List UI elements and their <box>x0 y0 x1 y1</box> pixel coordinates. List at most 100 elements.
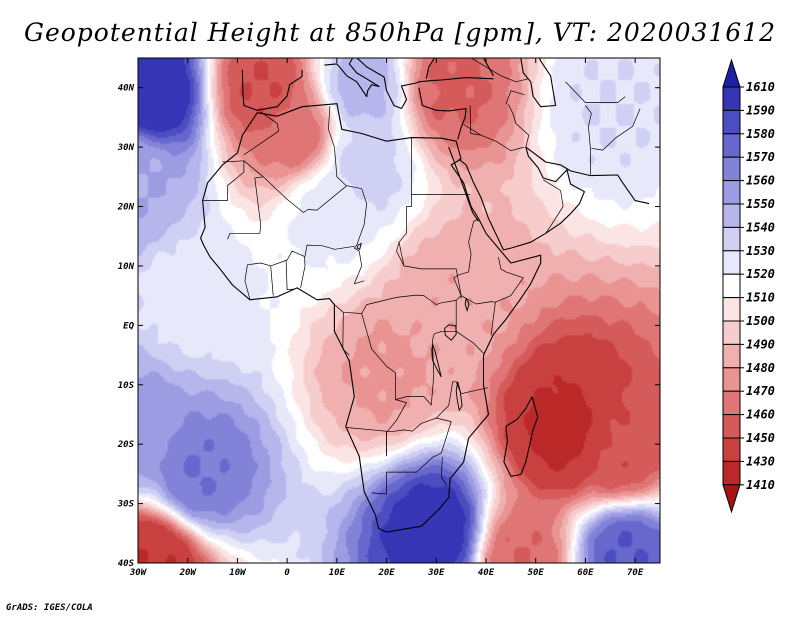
lakes-layer <box>356 242 470 412</box>
x-tick-label: 10E <box>329 568 346 578</box>
y-tick-label: 10S <box>118 381 135 391</box>
country-borders-layer <box>202 58 641 495</box>
colorbar-swatch <box>722 250 741 275</box>
coastline-iberia <box>241 69 303 111</box>
colorbar-label: 1590 <box>746 103 775 117</box>
colorbar-swatch <box>722 414 741 439</box>
coastline-black-sea <box>425 58 494 79</box>
country-border <box>508 104 530 148</box>
colorbar-swatch <box>722 460 741 486</box>
x-tick-label: 30W <box>129 568 148 578</box>
x-tick-label: 40E <box>478 568 495 578</box>
colorbar-bottom-triangle <box>722 484 741 514</box>
country-border <box>398 242 405 266</box>
colorbar-swatch <box>722 133 741 158</box>
y-tick-label: 20N <box>117 203 135 213</box>
country-border <box>396 194 462 299</box>
country-border <box>342 312 350 356</box>
coastline-caspian <box>520 58 557 108</box>
colorbar-swatch <box>722 226 741 252</box>
country-border <box>328 106 347 186</box>
lake-outline <box>464 297 470 313</box>
country-border <box>591 108 641 151</box>
x-tick-label: 10W <box>229 568 247 578</box>
coastline-balkans <box>356 58 494 110</box>
lake-outline <box>455 381 463 412</box>
colorbar-swatch <box>722 343 741 369</box>
colorbar: 1610 1590 1580 1570 1560 1550 1540 1530 1520 1510… <box>722 58 775 514</box>
x-tick-label: 30E <box>427 568 445 578</box>
colorbar-label: 1470 <box>746 384 775 398</box>
country-border <box>334 294 457 314</box>
latitude-axis: 40N 30N 20N 10N EQ 10S 20S 30S 40S <box>117 84 660 569</box>
coastline-africa <box>200 103 542 533</box>
y-tick-label: 40N <box>118 84 135 94</box>
colorbar-swatch <box>722 203 741 228</box>
colorbar-swatch <box>722 86 741 111</box>
lake-outline <box>431 343 442 378</box>
country-border <box>244 262 274 300</box>
colorbar-swatch <box>722 367 741 392</box>
country-border <box>353 188 368 285</box>
coastline-turkey-south <box>418 87 467 140</box>
country-border <box>202 160 245 201</box>
country-border <box>270 250 306 288</box>
colorbar-swatch <box>722 437 741 462</box>
y-tick-label: 30N <box>117 143 135 153</box>
coastline-madagascar <box>503 396 539 477</box>
plot-frame <box>137 57 661 564</box>
x-tick-label: 60E <box>577 568 594 578</box>
colorbar-swatch <box>722 390 741 416</box>
coastline-layer <box>200 58 650 533</box>
colorbar-swatch <box>722 273 741 299</box>
lake-outline <box>444 324 457 341</box>
colorbar-label: 1520 <box>746 267 775 281</box>
x-tick-label: 20W <box>179 568 198 578</box>
country-border <box>495 256 524 303</box>
colorbar-label: 1550 <box>746 197 775 211</box>
country-border <box>585 105 592 176</box>
colorbar-swatch <box>722 109 741 135</box>
colorbar-label: 1430 <box>746 454 775 468</box>
geopotential-height-field <box>138 58 660 563</box>
lake-outline <box>356 242 362 250</box>
country-border <box>436 381 489 419</box>
colorbar-label: 1450 <box>746 431 775 445</box>
colorbar-label: 1560 <box>746 174 775 188</box>
longitude-axis: 30W 20W 10W 0 10E 20E 30E 40E 50E 60E 70E <box>129 58 644 578</box>
colorbar-label: 1570 <box>746 150 775 164</box>
colorbar-label: 1610 <box>746 80 775 94</box>
country-border <box>304 244 355 257</box>
colorbar-swatch <box>722 156 741 182</box>
colorbar-swatch <box>722 320 741 345</box>
country-border <box>243 160 362 213</box>
country-border <box>361 313 435 406</box>
country-border <box>227 176 264 240</box>
x-tick-label: 20E <box>377 568 395 578</box>
country-border <box>468 218 480 243</box>
country-border <box>243 111 280 156</box>
colorbar-label: 1510 <box>746 291 775 305</box>
colorbar-label: 1580 <box>746 127 775 141</box>
colorbar-label: 1540 <box>746 220 775 234</box>
country-border <box>431 330 484 375</box>
country-border <box>453 242 472 296</box>
colorbar-label: 1480 <box>746 361 775 375</box>
country-border <box>505 90 525 105</box>
colorbar-swatch <box>722 297 741 322</box>
colorbar-top-triangle <box>722 58 741 88</box>
y-tick-label: 20S <box>117 440 135 450</box>
country-border <box>346 417 452 495</box>
coastline-red-sea-west <box>448 146 479 222</box>
colorbar-label: 1410 <box>746 478 775 492</box>
country-border <box>543 179 564 234</box>
country-border <box>565 81 626 103</box>
colorbar-swatch <box>722 180 741 205</box>
country-border <box>440 457 447 485</box>
x-tick-label: 0 <box>284 568 290 578</box>
country-border <box>285 259 294 291</box>
country-border <box>463 105 482 136</box>
colorbar-label: 1500 <box>746 314 775 328</box>
colorbar-label: 1530 <box>746 244 775 258</box>
y-tick-label: 10N <box>118 262 135 272</box>
